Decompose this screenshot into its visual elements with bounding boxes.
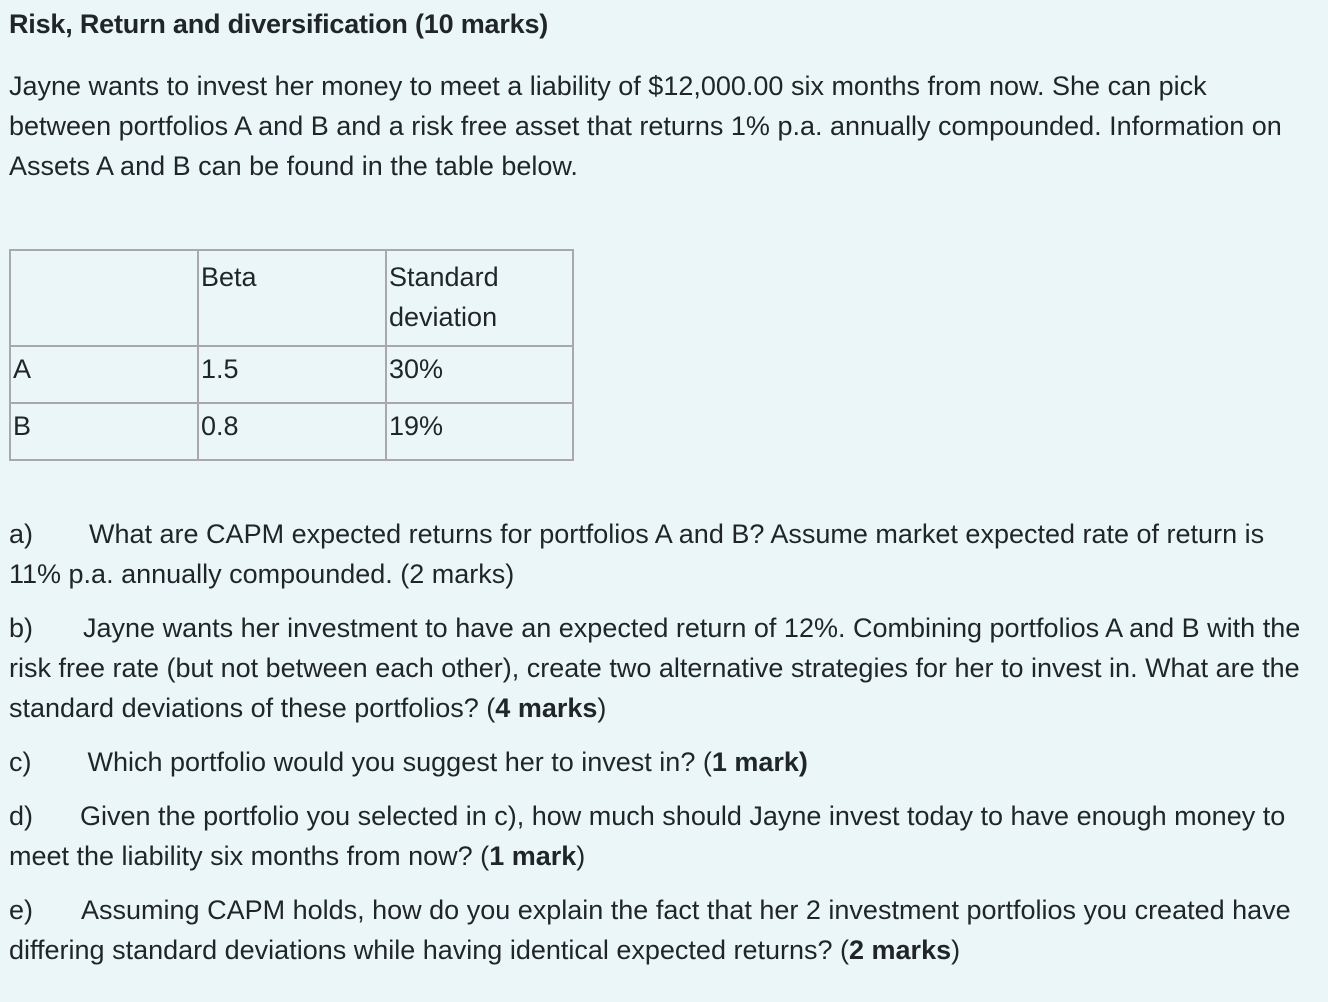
- question-e-text: Assuming CAPM holds, how do you explain …: [9, 895, 1291, 965]
- table-header-row: Beta Standard deviation: [9, 249, 574, 347]
- std-dev-cell: 19%: [385, 402, 574, 461]
- question-d-label: d): [9, 801, 34, 831]
- question-page: Risk, Return and diversification (10 mar…: [9, 0, 1309, 965]
- table-header-std-dev: Standard deviation: [385, 249, 574, 347]
- question-c: c) Which portfolio would you suggest her …: [9, 742, 1309, 782]
- question-e-close: ): [951, 935, 961, 965]
- question-d: d) Given the portfolio you selected in c)…: [9, 796, 1309, 876]
- question-title: Risk, Return and diversification (10 mar…: [9, 9, 549, 39]
- beta-cell: 0.8: [197, 402, 387, 461]
- question-c-marks: 1 mark): [711, 747, 808, 777]
- question-e: e) Assuming CAPM holds, how do you explai…: [9, 890, 1309, 970]
- question-a-label: a): [9, 519, 34, 549]
- asset-name-cell: B: [9, 402, 199, 461]
- table-row: B 0.8 19%: [9, 402, 574, 461]
- std-dev-cell: 30%: [385, 345, 574, 404]
- table-header-cell-empty: [9, 249, 199, 347]
- question-e-marks: 2 marks: [849, 935, 952, 965]
- intro-paragraph: Jayne wants to invest her money to meet …: [9, 71, 1282, 181]
- question-a: a) What are CAPM expected returns for por…: [9, 514, 1309, 594]
- question-b-marks: 4 marks: [495, 693, 598, 723]
- question-list: a) What are CAPM expected returns for por…: [9, 514, 1309, 984]
- question-b: b) Jayne wants her investment to have an …: [9, 608, 1309, 728]
- asset-table: Beta Standard deviation A 1.5 30% B 0.8 …: [9, 249, 574, 461]
- question-e-label: e): [9, 895, 34, 925]
- table-row: A 1.5 30%: [9, 345, 574, 404]
- question-b-label: b): [9, 613, 34, 643]
- beta-cell: 1.5: [197, 345, 387, 404]
- asset-name-cell: A: [9, 345, 199, 404]
- question-a-text: What are CAPM expected returns for portf…: [9, 519, 1265, 589]
- question-b-close: ): [597, 693, 607, 723]
- question-d-marks: 1 mark: [489, 841, 577, 871]
- question-d-close: ): [576, 841, 586, 871]
- question-c-text: Which portfolio would you suggest her to…: [87, 747, 712, 777]
- question-c-label: c): [9, 747, 32, 777]
- question-b-text: Jayne wants her investment to have an ex…: [9, 613, 1301, 723]
- question-d-text: Given the portfolio you selected in c), …: [9, 801, 1286, 871]
- table-header-beta: Beta: [197, 249, 387, 347]
